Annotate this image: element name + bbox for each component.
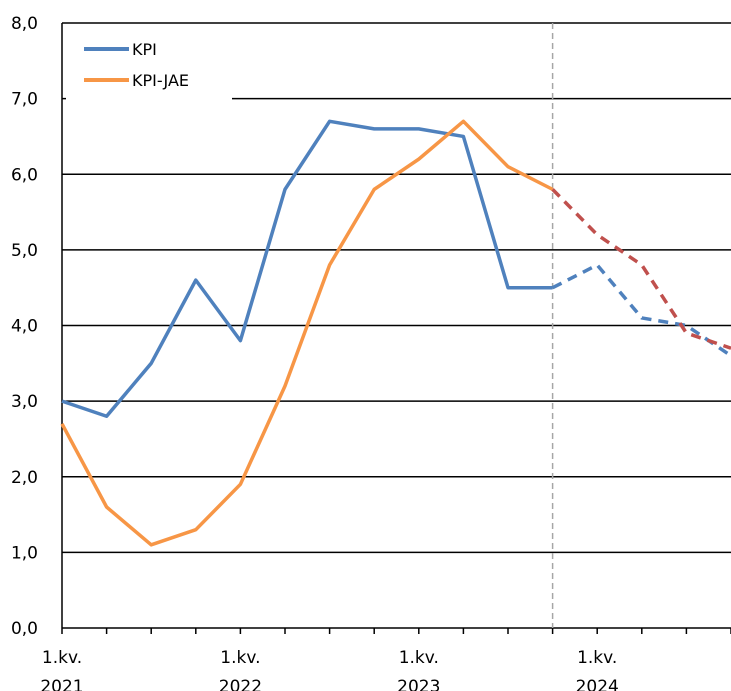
y-tick-label: 8,0 (11, 14, 38, 34)
x-tick-label-quarter: 1.kv. (42, 648, 82, 668)
series-line-kpi-jae (60, 119, 554, 547)
x-tick-label-year: 2023 (397, 677, 440, 691)
y-tick-label: 4,0 (11, 317, 38, 337)
series-forecast-line-kpi-jae (551, 188, 731, 350)
y-tick-label: 1,0 (11, 543, 38, 563)
x-tick-label-year: 2021 (40, 677, 83, 691)
y-tick-label: 6,0 (11, 165, 38, 185)
series-line-kpi (61, 119, 553, 418)
y-tick-label: 3,0 (11, 392, 38, 412)
y-tick-label: 0,0 (11, 619, 38, 639)
series-lines (60, 119, 731, 547)
x-tick-label-quarter: 1.kv. (220, 648, 260, 668)
gridlines (62, 22, 731, 554)
axes (61, 23, 731, 629)
y-tick-label: 7,0 (11, 90, 38, 110)
series-forecast-line-kpi (551, 263, 731, 358)
x-tick-label-year: 2022 (219, 677, 262, 691)
x-tick-label-quarter: 1.kv. (399, 648, 439, 668)
y-tick-label: 5,0 (11, 241, 38, 261)
legend: KPI KPI-JAE (66, 28, 232, 102)
x-axis-ticks (61, 628, 731, 634)
x-axis-tick-labels: 1.kv. 2021 1.kv. 2022 1.kv. 2023 1.kv. 2024 (40, 648, 618, 691)
x-tick-label-quarter: 1.kv. (577, 648, 617, 668)
legend-label-kpi: KPI (132, 40, 157, 59)
legend-background (66, 28, 232, 102)
x-tick-label-year: 2024 (576, 677, 619, 691)
y-axis-tick-labels: 0,0 1,0 2,0 3,0 4,0 5,0 6,0 7,0 8,0 (11, 14, 38, 639)
y-tick-label: 2,0 (11, 468, 38, 488)
legend-label-kpi-jae: KPI-JAE (132, 71, 189, 90)
